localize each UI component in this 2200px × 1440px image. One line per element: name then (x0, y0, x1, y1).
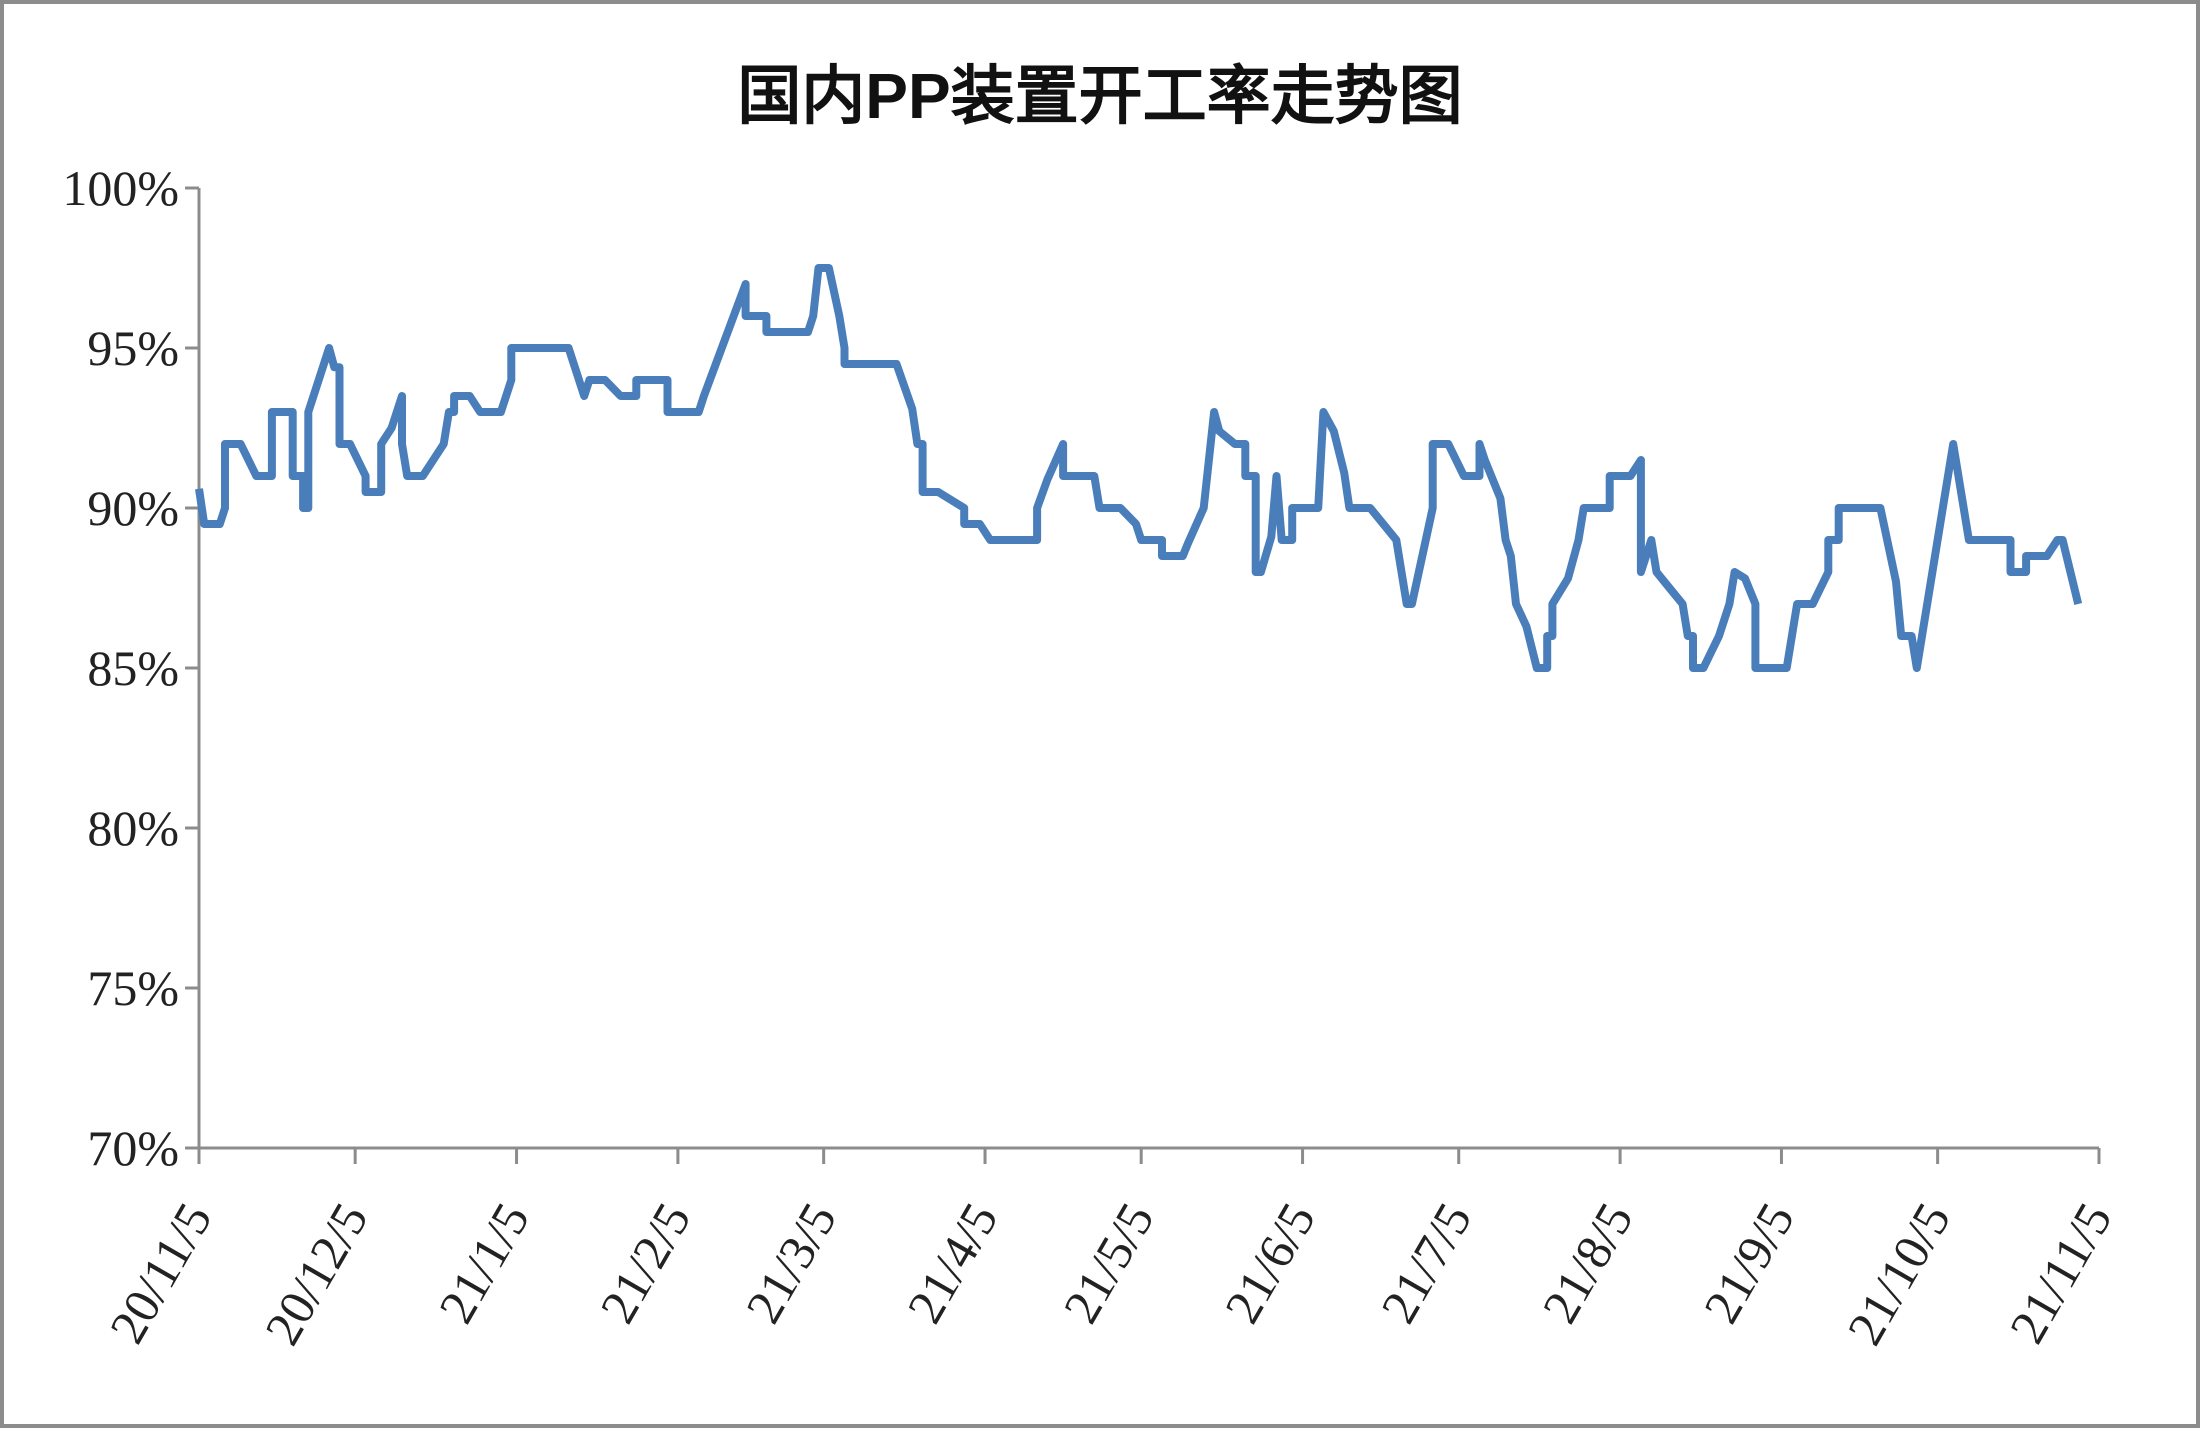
y-tick-label: 95% (87, 320, 179, 376)
chart-title: 国内PP装置开工率走势图 (737, 60, 1462, 132)
y-tick-label: 70% (87, 1120, 179, 1176)
y-tick-label: 100% (62, 160, 179, 216)
y-tick-label: 85% (87, 640, 179, 696)
y-tick-label: 80% (87, 800, 179, 856)
y-tick-label: 75% (87, 960, 179, 1016)
data-line (195, 264, 2083, 672)
y-tick-label: 90% (87, 480, 179, 536)
